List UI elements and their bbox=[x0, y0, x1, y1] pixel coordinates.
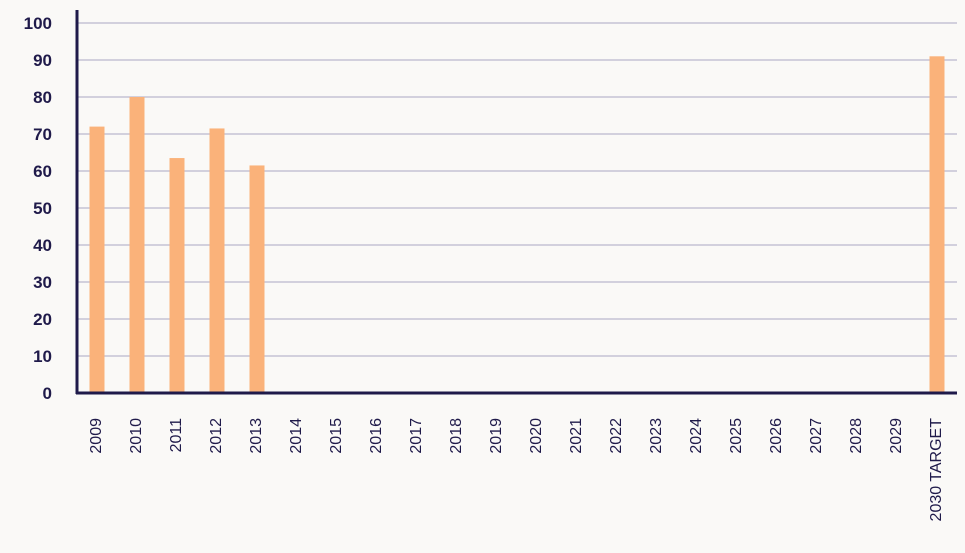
x-tick-label: 2021 bbox=[568, 418, 585, 454]
x-tick-label: 2016 bbox=[368, 418, 385, 454]
x-tick-label: 2018 bbox=[448, 418, 465, 454]
x-tick-label: 2030 TARGET bbox=[928, 418, 945, 522]
x-tick-label: 2009 bbox=[88, 418, 105, 454]
x-tick-label: 2027 bbox=[808, 418, 825, 454]
x-tick-label: 2023 bbox=[648, 418, 665, 454]
y-tick-label: 60 bbox=[33, 162, 52, 181]
y-tick-label: 0 bbox=[43, 384, 52, 403]
y-tick-label: 80 bbox=[33, 88, 52, 107]
bars bbox=[89, 56, 945, 394]
bar bbox=[249, 165, 265, 393]
x-tick-label: 2020 bbox=[528, 418, 545, 454]
x-tick-label: 2029 bbox=[888, 418, 905, 454]
bar bbox=[129, 97, 145, 393]
y-tick-label: 50 bbox=[33, 199, 52, 218]
gridlines bbox=[77, 22, 957, 357]
bar bbox=[929, 56, 945, 394]
y-tick-label: 70 bbox=[33, 125, 52, 144]
bar bbox=[89, 126, 105, 393]
bar bbox=[209, 128, 225, 393]
x-tick-label: 2013 bbox=[248, 418, 265, 454]
y-tick-label: 100 bbox=[24, 14, 52, 33]
bar bbox=[169, 158, 185, 393]
x-tick-label: 2014 bbox=[288, 418, 305, 454]
y-tick-label: 90 bbox=[33, 51, 52, 70]
y-tick-label: 10 bbox=[33, 347, 52, 366]
y-tick-labels: 0 10 20 30 40 50 60 70 80 90 100 bbox=[24, 14, 52, 403]
y-tick-label: 30 bbox=[33, 273, 52, 292]
x-tick-label: 2025 bbox=[728, 418, 745, 454]
y-tick-label: 20 bbox=[33, 310, 52, 329]
x-tick-label: 2022 bbox=[608, 418, 625, 454]
x-tick-label: 2026 bbox=[768, 418, 785, 454]
x-tick-label: 2019 bbox=[488, 418, 505, 454]
x-tick-label: 2015 bbox=[328, 418, 345, 454]
x-tick-label: 2012 bbox=[208, 418, 225, 454]
y-tick-label: 40 bbox=[33, 236, 52, 255]
x-tick-label: 2017 bbox=[408, 418, 425, 454]
axes bbox=[75, 10, 957, 395]
x-tick-label: 2011 bbox=[168, 418, 185, 453]
x-tick-label: 2028 bbox=[848, 418, 865, 454]
x-tick-label: 2024 bbox=[688, 418, 705, 454]
x-tick-labels: 2009 2010 2011 2012 2013 2014 2015 2016 2017 2018… bbox=[88, 418, 945, 522]
x-tick-label: 2010 bbox=[128, 418, 145, 454]
